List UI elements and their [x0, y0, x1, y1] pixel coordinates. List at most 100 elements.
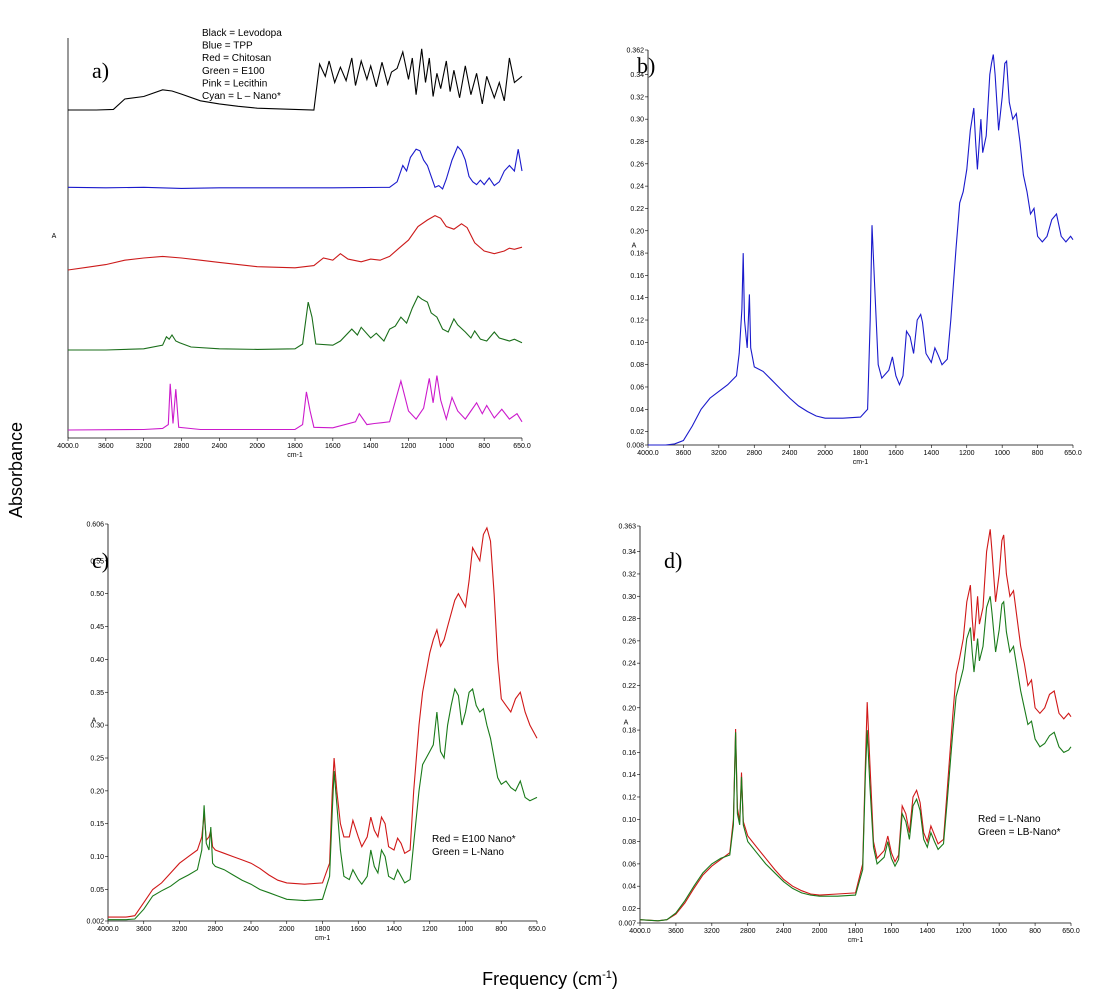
panel-4: 4000.0 3600 3200 2800 2400 2000 1800 1600 1400 12… [618, 524, 1079, 945]
x-tick-label: 1800 [853, 450, 869, 457]
x-tick-label: 2000 [812, 928, 828, 935]
x-tick-label: 1600 [350, 926, 366, 933]
legend-entry: Red = L-Nano [978, 814, 1041, 825]
y-tick-label: 0.34 [630, 72, 644, 79]
y-tick-label: 0.28 [622, 616, 636, 623]
panel-2: 4000.0 3600 3200 2800 2400 2000 1800 1600 1400 12… [626, 48, 1081, 467]
series-line-1 [108, 526, 538, 918]
y-tick-label: 0.16 [630, 273, 644, 280]
x-tick-label: 800 [478, 443, 490, 450]
y-tick-label: 0.28 [630, 139, 644, 146]
x-tick-label: 2400 [243, 926, 259, 933]
x-tick-label: 3600 [676, 450, 692, 457]
x-tick-label: 3200 [136, 443, 152, 450]
x-tick-label: 2400 [782, 450, 798, 457]
y-tick-label: 0.10 [90, 854, 104, 861]
panel-label: d) [664, 548, 682, 573]
y-axis-label: A [632, 243, 637, 250]
y-tick-label: 0.08 [622, 839, 636, 846]
y-tick-label: 0.16 [622, 750, 636, 757]
y-tick-label: 0.26 [622, 638, 636, 645]
series-line-chitosan [67, 214, 523, 271]
x-tick-label: 800 [1029, 928, 1041, 935]
series-line-e100 [68, 295, 523, 351]
legend-entry: Green = E100 [202, 66, 265, 77]
x-tick-label: 650.0 [513, 443, 531, 450]
y-tick-label: 0.06 [622, 861, 636, 868]
y-tick-label: 0.25 [90, 755, 104, 762]
x-tick-label: 1000 [991, 928, 1007, 935]
x-tick-label: 4000.0 [97, 926, 119, 933]
x-tick-label: 4000.0 [57, 443, 79, 450]
x-tick-label: 2800 [207, 926, 223, 933]
y-tick-label: 0.22 [622, 683, 636, 690]
y-tick-label: 0.363 [618, 524, 636, 531]
series-line-lecithin [67, 375, 523, 431]
y-tick-label: 0.45 [90, 624, 104, 631]
x-tick-label: 3200 [704, 928, 720, 935]
y-axis-label: A [624, 720, 629, 727]
y-tick-label: 0.50 [90, 591, 104, 598]
y-tick-label: 0.606 [86, 522, 104, 529]
figure-ylabel: Absorbance [6, 422, 26, 518]
x-tick-label: 1000 [994, 450, 1010, 457]
x-tick-label: 800 [495, 926, 507, 933]
x-tick-label: 1400 [924, 450, 940, 457]
y-tick-label: 0.15 [90, 821, 104, 828]
y-tick-label: 0.12 [630, 318, 644, 325]
y-axis-label: A [52, 233, 57, 240]
y-tick-label: 0.02 [622, 906, 636, 913]
y-tick-label: 0.20 [90, 788, 104, 795]
legend-entry: Pink = Lecithin [202, 78, 267, 89]
panel-3: 4000.0 3600 3200 2800 2400 2000 1800 1600 1400 12… [86, 522, 545, 943]
x-tick-label: 1600 [325, 443, 341, 450]
y-tick-label: 0.22 [630, 206, 644, 213]
x-tick-label: 1800 [287, 443, 303, 450]
y-tick-label: 0.18 [630, 251, 644, 258]
x-tick-label: 1200 [955, 928, 971, 935]
legend-entry: Red = Chitosan [202, 53, 271, 64]
figure-xlabel-sup: -1 [602, 969, 612, 981]
y-tick-label: 0.30 [90, 723, 104, 730]
x-tick-label: 2400 [776, 928, 792, 935]
series-line-levodopa [68, 48, 523, 111]
x-tick-label: 800 [1032, 450, 1044, 457]
x-axis-unit: cm-1 [287, 452, 303, 459]
y-tick-label: 0.24 [622, 661, 636, 668]
y-tick-label: 0.26 [630, 161, 644, 168]
x-tick-label: 1800 [315, 926, 331, 933]
legend-entry: Cyan = L – Nano* [202, 91, 281, 102]
y-tick-label: 0.14 [622, 772, 636, 779]
y-tick-label: 0.08 [630, 362, 644, 369]
x-tick-label: 2800 [746, 450, 762, 457]
series-line-1 [639, 529, 1072, 922]
x-tick-label: 3600 [136, 926, 152, 933]
legend-entry: Blue = TPP [202, 41, 253, 52]
y-tick-label: 0.04 [630, 407, 644, 414]
y-tick-label: 0.14 [630, 295, 644, 302]
x-axis-unit: cm-1 [853, 459, 869, 466]
y-tick-label: 0.06 [630, 384, 644, 391]
x-tick-label: 2000 [817, 450, 833, 457]
x-tick-label: 1800 [848, 928, 864, 935]
series-line-tpp [67, 145, 523, 190]
y-tick-label: 0.10 [630, 340, 644, 347]
y-tick-label: 0.24 [630, 184, 644, 191]
panel-1: 4000.0 3600 3200 2800 2400 2000 1800 1600 1400 12… [52, 28, 531, 459]
panel-label: c) [92, 548, 109, 573]
x-tick-label: 1400 [363, 443, 379, 450]
x-axis-unit: cm-1 [848, 937, 864, 944]
y-tick-label: 0.34 [622, 549, 636, 556]
y-tick-label: 0.30 [622, 594, 636, 601]
x-tick-label: 3600 [98, 443, 114, 450]
panel-label: b) [637, 53, 655, 78]
x-tick-label: 2000 [249, 443, 265, 450]
y-tick-label: 0.40 [90, 657, 104, 664]
y-tick-label: 0.20 [630, 228, 644, 235]
x-tick-label: 2800 [174, 443, 190, 450]
legend-entry: Black = Levodopa [202, 28, 282, 39]
y-tick-label: 0.05 [90, 887, 104, 894]
x-tick-label: 650.0 [528, 926, 546, 933]
legend-entry: Red = E100 Nano* [432, 834, 516, 845]
x-tick-label: 1000 [458, 926, 474, 933]
